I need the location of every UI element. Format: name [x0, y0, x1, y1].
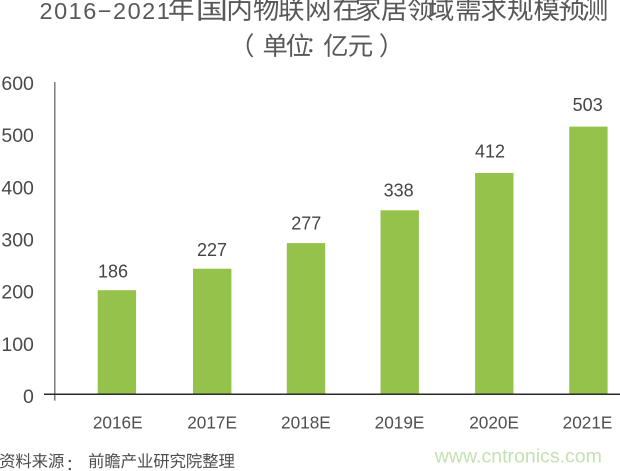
- svg-text:400: 400: [1, 177, 34, 199]
- svg-text:503: 503: [573, 95, 603, 115]
- svg-text:500: 500: [1, 125, 34, 147]
- svg-text:2017E: 2017E: [187, 412, 237, 432]
- svg-text:338: 338: [384, 180, 414, 200]
- svg-text:2020E: 2020E: [469, 412, 519, 432]
- svg-text:600: 600: [1, 73, 34, 95]
- svg-text:227: 227: [197, 240, 227, 260]
- svg-text:200: 200: [1, 282, 34, 304]
- svg-text:100: 100: [1, 334, 34, 356]
- svg-text:0: 0: [23, 386, 34, 408]
- svg-text:2018E: 2018E: [281, 412, 331, 432]
- svg-text:277: 277: [291, 214, 321, 234]
- svg-text:2021E: 2021E: [563, 412, 613, 432]
- svg-text:www.cntronics.com: www.cntronics.com: [434, 446, 602, 468]
- svg-text:2016−2021: 2016−2021: [40, 0, 172, 24]
- svg-text:186: 186: [98, 262, 128, 282]
- svg-text:300: 300: [1, 230, 34, 252]
- svg-text:2019E: 2019E: [375, 412, 425, 432]
- svg-text:412: 412: [475, 142, 505, 162]
- svg-text:2016E: 2016E: [93, 412, 143, 432]
